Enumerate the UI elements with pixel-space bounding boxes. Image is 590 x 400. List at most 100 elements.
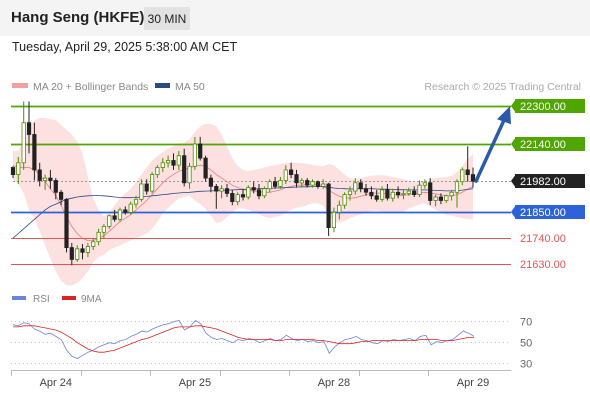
candle-body-down (315, 181, 321, 187)
candle (80, 244, 85, 260)
candle (449, 189, 454, 201)
candle (353, 178, 358, 195)
candle (16, 156, 21, 184)
candle-body-down (69, 247, 74, 260)
level-label-box (515, 137, 585, 151)
candle (428, 178, 433, 206)
level-label: 21740.00 (520, 233, 566, 245)
candle-body-down (171, 160, 176, 166)
candle (59, 189, 64, 206)
candle-body-down (374, 195, 379, 200)
legend-rsi-swatch (12, 296, 26, 300)
candle (460, 167, 465, 186)
candle (85, 242, 90, 258)
projection-arrow-head (497, 106, 511, 125)
level-label-text: 22140.00 (520, 139, 566, 151)
level-label-pointer (511, 137, 516, 151)
candle-body-up (219, 188, 224, 192)
candle-body-down (208, 177, 213, 187)
candle-body-up (460, 169, 465, 183)
candle-body-up (139, 183, 144, 200)
candle-body-down (326, 183, 331, 228)
candle (395, 186, 401, 199)
candle (64, 198, 69, 253)
candle (342, 192, 347, 209)
candle (315, 180, 321, 189)
candle-body-up (444, 195, 449, 201)
candle-body-up (390, 191, 395, 199)
candle-body-down (37, 169, 42, 181)
candle (139, 179, 144, 202)
candlesticks (10, 101, 476, 266)
chart-header: Hang Seng (HKFE) 30 MIN (0, 0, 590, 36)
candle-body-up (75, 248, 80, 260)
level-label-text: 21630.00 (520, 259, 566, 271)
candle (422, 179, 428, 189)
candle (155, 165, 160, 179)
candle-body-down (272, 181, 278, 187)
candle-body-up (379, 189, 385, 200)
timeframe-button[interactable]: 30 MIN (144, 7, 190, 30)
candle (465, 146, 470, 182)
candle (53, 178, 58, 200)
level-label-pointer (511, 99, 516, 113)
candle (144, 179, 149, 195)
candle-body-down (470, 174, 476, 182)
candle (305, 178, 310, 188)
candle (182, 148, 187, 187)
x-axis-label: Apr 29 (457, 377, 489, 389)
candle (347, 186, 353, 201)
candle-body-down (182, 155, 187, 184)
projection-arrow (474, 106, 511, 183)
candle (133, 195, 139, 208)
legend-bollinger-label: MA 20 + Bollinger Bands (33, 81, 148, 93)
candle (385, 184, 390, 201)
candle (288, 162, 294, 179)
candle-body-down (465, 169, 470, 175)
candle-body-up (133, 198, 139, 205)
rsi-grid: 70 50 30 (11, 317, 532, 371)
candle (294, 169, 299, 188)
level-label-box (515, 99, 585, 113)
rsi-line (12, 319, 475, 359)
projection-arrow-shaft (474, 118, 506, 183)
candle-body-down (256, 189, 262, 197)
candle-body-down (144, 183, 149, 192)
candle-body-up (299, 180, 304, 184)
candle (390, 188, 395, 202)
candle-body-down (230, 192, 235, 202)
candle-body-down (305, 180, 310, 186)
candle-body-up (310, 181, 315, 186)
candle-body-up (267, 181, 272, 190)
candle-body-down (395, 191, 401, 196)
candle (401, 189, 406, 200)
candle-body-up (278, 180, 283, 187)
candle (112, 209, 117, 222)
rsi-tick-label: 70 (520, 317, 532, 329)
x-axis-label: Apr 28 (318, 377, 350, 389)
candle (224, 184, 230, 197)
rsi-tick-label: 50 (520, 338, 532, 350)
copyright-text: Research © 2025 Trading Central (424, 81, 581, 93)
candle (149, 172, 155, 194)
candle (444, 194, 449, 203)
candle (406, 187, 411, 196)
candle (21, 101, 26, 170)
candle (107, 214, 112, 229)
candle-body-up (283, 169, 288, 181)
level-label: 21982.00 (511, 174, 585, 188)
candle-body-down (123, 209, 128, 213)
candle (321, 179, 326, 189)
candle (96, 228, 101, 246)
candle-body-down (385, 189, 390, 199)
candle (417, 180, 422, 197)
candle (374, 189, 379, 202)
level-label-box (515, 174, 585, 188)
candle-body-down (112, 215, 117, 220)
candle-body-up (422, 182, 428, 186)
legend-rsi-ma-label: 9MA (81, 294, 102, 305)
candle-body-down (438, 196, 444, 201)
candle (214, 184, 219, 209)
candle-body-down (198, 143, 203, 159)
candle-body-up (149, 174, 155, 192)
